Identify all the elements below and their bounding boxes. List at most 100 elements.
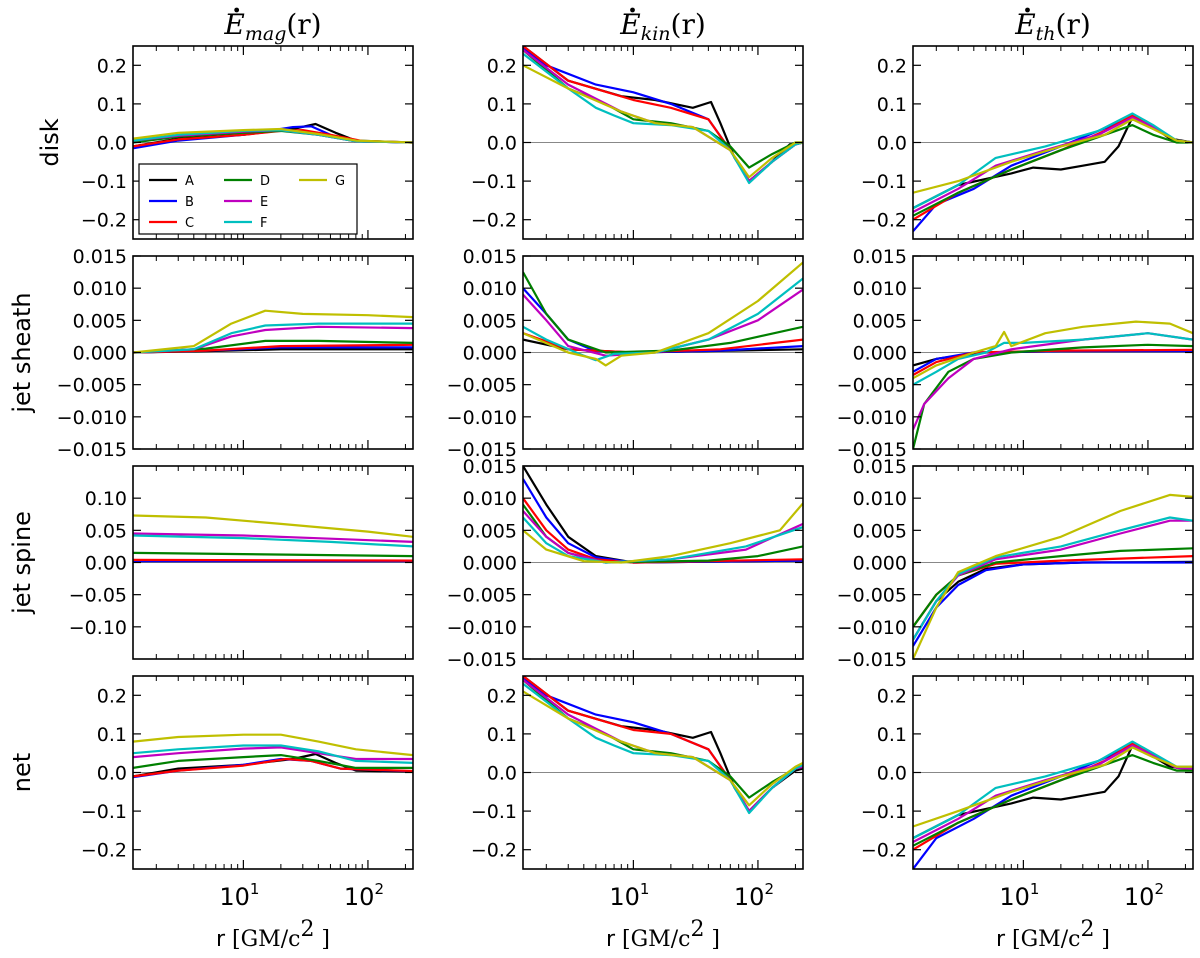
series-line-G (523, 502, 803, 564)
panel-r1-c1: 0.015 0.010 0.005 0.000 −0.005 −0.010 −0.015 (447, 246, 804, 461)
series-line-F (913, 332, 1193, 386)
x-axis-labels: r [GM/c2 ] r [GM/c2 ] r [GM/c2 ] (216, 917, 1110, 952)
panels: 0.2 0.1 0.0 −0.1 −0.2 0.2 0.1 0.0 −0.1 −0.2 0.2 0.1… (57, 45, 1194, 911)
y-tick-label: 0.005 (853, 520, 907, 542)
y-tick-label: −0.2 (81, 210, 127, 232)
series-line-E (133, 746, 413, 761)
row-label: jet sheath (8, 292, 36, 413)
y-tick-label: 0.0 (97, 133, 127, 155)
legend-box (138, 163, 358, 235)
y-tick-label: 0.1 (487, 94, 517, 116)
y-tick-label: −0.010 (447, 407, 517, 429)
panel-r2-c1: 0.015 0.010 0.005 0.000 −0.005 −0.010 −0.015 (447, 456, 804, 671)
dot-accent (234, 7, 240, 13)
y-tick-label: 0.010 (463, 488, 517, 510)
series-line-C (133, 757, 413, 778)
y-tick-label: 0.015 (853, 246, 907, 268)
series-line-D (913, 547, 1193, 628)
y-tick-label: 0.000 (463, 553, 517, 575)
legend: ABC DEF G (138, 163, 358, 235)
y-tick-label: −0.015 (837, 649, 907, 671)
y-tick-label: 0.0 (877, 763, 907, 785)
legend-label: F (260, 216, 267, 231)
y-tick-label: 0.015 (73, 246, 127, 268)
series-line-D (133, 551, 413, 558)
series-line-G (133, 514, 413, 538)
series-group (523, 261, 803, 367)
series-line-G (913, 320, 1193, 380)
x-tick-label: 102 (1124, 880, 1164, 911)
y-tick-label: 0.0 (487, 133, 517, 155)
y-tick-label: −0.1 (81, 801, 127, 823)
y-tick-label: 0.010 (853, 278, 907, 300)
series-group (523, 466, 803, 564)
series-line-G (523, 64, 803, 179)
series-line-G (523, 261, 803, 367)
legend-label: E (260, 195, 268, 210)
y-tick-label: 0.015 (463, 456, 517, 478)
series-line-F (523, 52, 803, 185)
series-line-G (913, 493, 1193, 659)
legend-label: G (335, 174, 345, 189)
row-labels: disk jet sheath jet spine net (8, 118, 64, 792)
y-tick-label: 0.1 (487, 724, 517, 746)
y-tick-label: 0.000 (853, 343, 907, 365)
series-line-G (133, 127, 413, 144)
x-tick-label: 101 (999, 880, 1039, 911)
series-group (523, 46, 803, 185)
y-tick-label: 0.2 (877, 685, 907, 707)
legend-label: A (185, 174, 194, 189)
series-line-G (133, 309, 413, 354)
y-tick-label: −0.015 (57, 439, 127, 461)
y-tick-label: −0.1 (861, 171, 907, 193)
panel-r3-c1: 0.2 0.1 0.0 −0.1 −0.2 101 102 (471, 675, 804, 911)
panel-r0-c1: 0.2 0.1 0.0 −0.1 −0.2 (471, 45, 804, 240)
series-group (523, 676, 803, 815)
x-tick-label: 102 (344, 880, 384, 911)
y-tick-label: 0.1 (97, 94, 127, 116)
y-tick-label: −0.2 (861, 210, 907, 232)
dot-accent (1025, 7, 1030, 13)
y-tick-label: 0.1 (877, 94, 907, 116)
y-tick-label: 0.2 (877, 55, 907, 77)
y-tick-label: 0.0 (487, 763, 517, 785)
series-line-F (133, 744, 413, 764)
y-tick-label: −0.10 (69, 617, 127, 639)
series-line-B (913, 561, 1193, 647)
y-tick-label: 0.010 (73, 278, 127, 300)
series-line-G (133, 733, 413, 757)
series-line-C (133, 558, 413, 562)
column-title: Eth(r) (1014, 8, 1091, 45)
y-tick-label: 0.2 (487, 55, 517, 77)
y-tick-label: 0.2 (97, 685, 127, 707)
y-tick-label: 0.0 (97, 763, 127, 785)
x-tick-label: 101 (219, 880, 259, 911)
series-line-E (913, 116, 1193, 213)
y-tick-label: 0.00 (85, 553, 127, 575)
y-tick-label: −0.005 (837, 585, 907, 607)
y-tick-label: 0.005 (463, 310, 517, 332)
series-line-F (523, 277, 803, 362)
series-group (133, 514, 413, 563)
y-tick-label: 0.0 (877, 133, 907, 155)
panel-r3-c2: 0.2 0.1 0.0 −0.1 −0.2 101 102 (861, 675, 1194, 911)
y-tick-label: 0.000 (463, 343, 517, 365)
series-line-F (523, 682, 803, 815)
y-tick-label: −0.010 (837, 617, 907, 639)
legend-label: C (185, 216, 194, 231)
x-axis-label: r [GM/c2 ] (216, 917, 330, 952)
y-tick-label: 0.1 (97, 724, 127, 746)
y-tick-label: −0.2 (471, 210, 517, 232)
series-line-C (913, 742, 1193, 851)
series-group (913, 740, 1193, 869)
x-axis-label: r [GM/c2 ] (606, 917, 720, 952)
series-group (913, 493, 1193, 659)
series-line-G (913, 746, 1193, 828)
series-line-C (913, 348, 1193, 376)
y-tick-label: −0.005 (447, 585, 517, 607)
row-label: disk (36, 118, 64, 166)
row-label: net (8, 753, 36, 792)
series-line-D (913, 124, 1193, 217)
y-tick-label: −0.005 (447, 375, 517, 397)
